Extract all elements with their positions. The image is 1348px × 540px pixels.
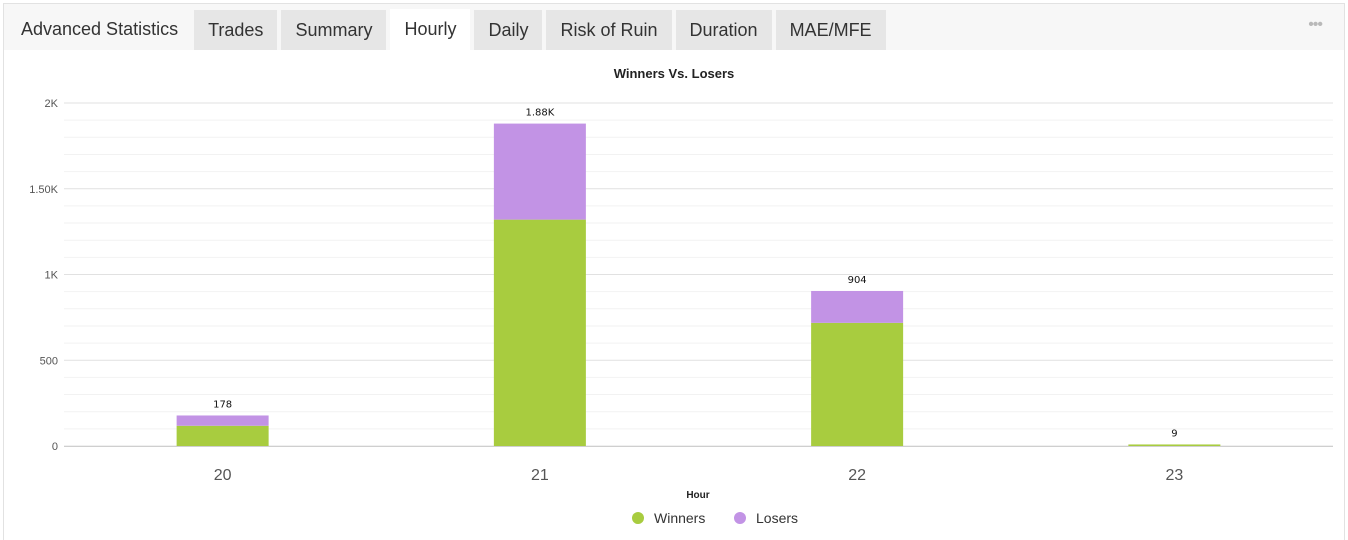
x-axis-ticks: 20 21 22 23 xyxy=(64,446,1333,484)
chart-title: Winners Vs. Losers xyxy=(614,66,735,81)
data-label-21: 1.88K xyxy=(525,108,554,119)
gridlines xyxy=(64,102,1333,447)
ellipsis-icon[interactable]: ••• xyxy=(1308,16,1323,33)
y-tick-label: 1K xyxy=(45,270,59,282)
bars: 178 1.88K 904 9 xyxy=(176,108,1221,446)
tab-bar: Advanced Statistics Trades Summary Hourl… xyxy=(4,4,1344,50)
data-label-22: 904 xyxy=(848,275,867,286)
x-tick-label-21: 21 xyxy=(531,467,549,484)
tab-risk-of-ruin[interactable]: Risk of Ruin xyxy=(546,10,672,50)
panel-title: Advanced Statistics xyxy=(4,4,195,50)
bar-winners-20 xyxy=(176,425,269,446)
legend-label-winners[interactable]: Winners xyxy=(654,510,705,526)
legend[interactable]: Winners Losers xyxy=(632,510,798,526)
tab-mae-mfe[interactable]: MAE/MFE xyxy=(775,10,886,50)
bar-losers-22 xyxy=(811,290,904,323)
advanced-statistics-panel: Advanced Statistics Trades Summary Hourl… xyxy=(3,3,1345,540)
x-tick-label-20: 20 xyxy=(214,467,232,484)
y-tick-label: 1.50K xyxy=(29,184,58,196)
x-axis-label: Hour xyxy=(686,490,709,501)
tab-hourly[interactable]: Hourly xyxy=(390,9,471,50)
bar-winners-21 xyxy=(493,219,586,446)
bar-winners-22 xyxy=(811,322,904,446)
x-tick-label-22: 22 xyxy=(848,467,866,484)
y-tick-label: 0 xyxy=(52,441,58,453)
bar-losers-21 xyxy=(493,123,586,220)
legend-marker-winners xyxy=(632,512,644,524)
tab-duration[interactable]: Duration xyxy=(675,10,772,50)
tab-summary[interactable]: Summary xyxy=(281,10,387,50)
legend-marker-losers xyxy=(734,512,746,524)
tab-trades[interactable]: Trades xyxy=(194,10,278,50)
bar-losers-20 xyxy=(176,415,269,426)
y-axis-ticks: 0 500 1K 1.50K 2K xyxy=(29,98,58,453)
bar-winners-23 xyxy=(1128,444,1221,446)
data-label-23: 9 xyxy=(1171,428,1177,439)
data-label-20: 178 xyxy=(213,399,232,410)
y-tick-label: 2K xyxy=(45,98,59,110)
tab-daily[interactable]: Daily xyxy=(474,10,543,50)
legend-label-losers[interactable]: Losers xyxy=(756,510,798,526)
y-tick-label: 500 xyxy=(40,355,58,367)
x-tick-label-23: 23 xyxy=(1165,467,1183,484)
